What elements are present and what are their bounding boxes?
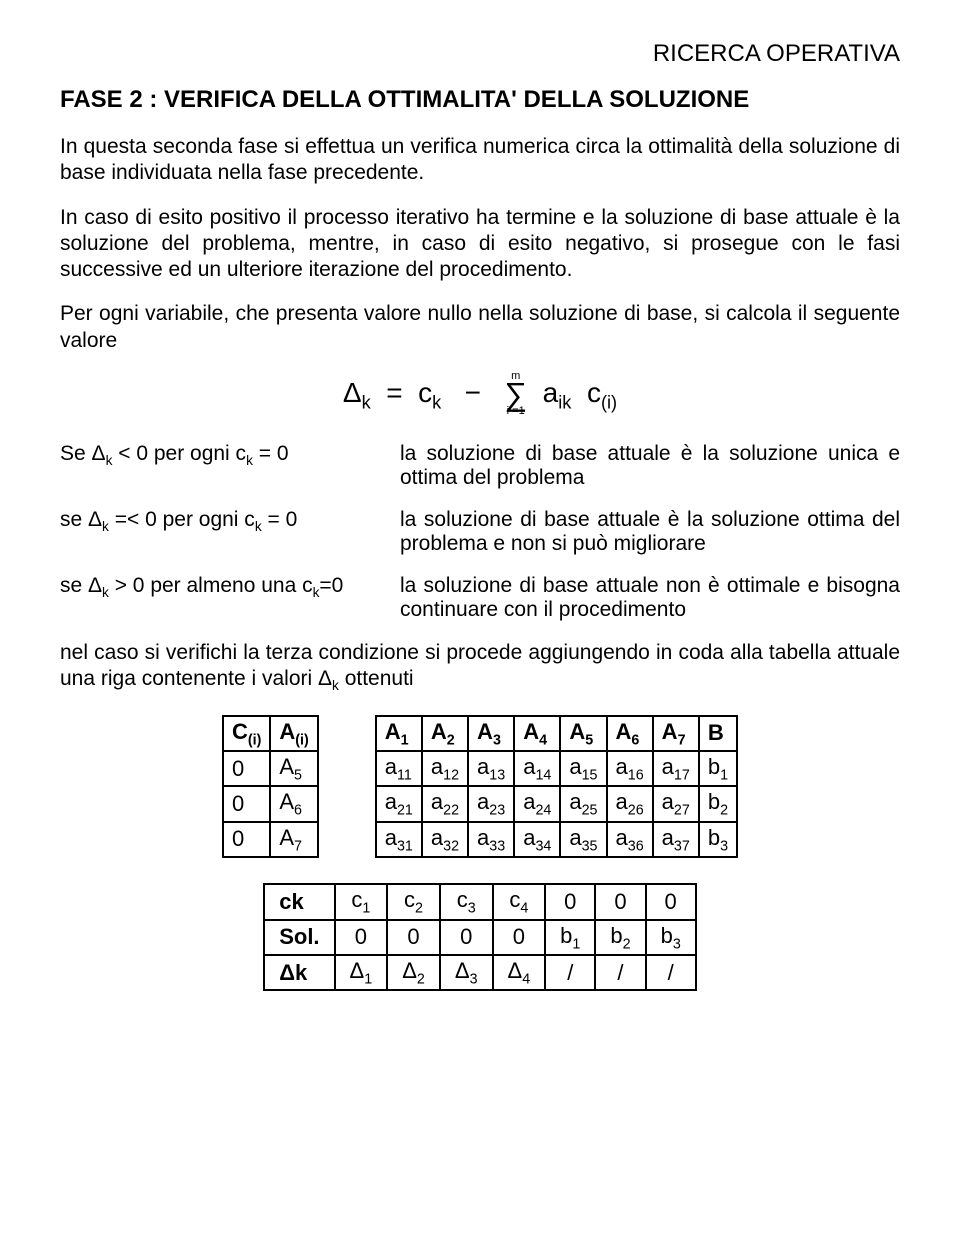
table1-cell: a35 [560, 822, 606, 857]
delta-formula: Δk = ck − m ∑ i =1 aik c(i) [60, 372, 900, 417]
table2-cell: Δk [264, 955, 334, 990]
table2-cell: c2 [387, 884, 440, 919]
table2-cell: c3 [440, 884, 493, 919]
condition-2-left: se Δk =< 0 per ogni ck = 0 [60, 508, 400, 556]
table1-cell: a24 [514, 786, 560, 821]
table1-cell: 0 [223, 751, 270, 786]
condition-2: se Δk =< 0 per ogni ck = 0 la soluzione … [60, 508, 900, 556]
table1-cell: A7 [270, 822, 317, 857]
table2-cell: 0 [387, 920, 440, 955]
tableau-2: ckc1c2c3c4000Sol.0000b1b2b3ΔkΔ1Δ2Δ3Δ4/// [263, 883, 697, 991]
table1-cell: a33 [468, 822, 514, 857]
table1-cell: b2 [699, 786, 737, 821]
formula-ck: ck [418, 377, 441, 408]
table2-cell: c1 [335, 884, 388, 919]
table1-cell: a12 [422, 751, 468, 786]
table1-header: B [699, 716, 737, 751]
table1-cell: a36 [607, 822, 653, 857]
table1-header: A5 [560, 716, 606, 751]
paragraph-1: In questa seconda fase si effettua un ve… [60, 134, 900, 187]
tableau-1: C(i)A(i)A1A2A3A4A5A6A7B0A5a11a12a13a14a1… [222, 715, 738, 859]
table2-cell: 0 [545, 884, 595, 919]
table1-header: A2 [422, 716, 468, 751]
table2-cell: b2 [595, 920, 645, 955]
page-header: RICERCA OPERATIVA [60, 40, 900, 68]
condition-3-left: se Δk > 0 per almeno una ck=0 [60, 574, 400, 622]
table1-cell: a17 [653, 751, 699, 786]
table2-cell: b3 [646, 920, 696, 955]
table2-cell: 0 [595, 884, 645, 919]
table2-cell: b1 [545, 920, 595, 955]
table1-cell: 0 [223, 822, 270, 857]
table2-cell: Sol. [264, 920, 334, 955]
condition-1-left: Se Δk < 0 per ogni ck = 0 [60, 442, 400, 490]
formula-ci: c(i) [587, 377, 617, 408]
table1-header: A6 [607, 716, 653, 751]
section-title: FASE 2 : VERIFICA DELLA OTTIMALITA' DELL… [60, 86, 900, 114]
table1-cell: a15 [560, 751, 606, 786]
condition-2-right: la soluzione di base attuale è la soluzi… [400, 508, 900, 556]
formula-eq: = [386, 377, 402, 408]
table2-cell: 0 [335, 920, 388, 955]
table2-cell: / [545, 955, 595, 990]
condition-1-right: la soluzione di base attuale è la soluzi… [400, 442, 900, 490]
table1-cell: a21 [376, 786, 422, 821]
table2-cell: / [646, 955, 696, 990]
conditions-block: Se Δk < 0 per ogni ck = 0 la soluzione d… [60, 442, 900, 622]
table1-header: A3 [468, 716, 514, 751]
paragraph-2: In caso di esito positivo il processo it… [60, 205, 900, 284]
table1-cell: b3 [699, 822, 737, 857]
table2-cell: / [595, 955, 645, 990]
table1-cell: a34 [514, 822, 560, 857]
formula-sum: m ∑ i =1 [504, 372, 527, 417]
table1-cell: a14 [514, 751, 560, 786]
table1-cell: a31 [376, 822, 422, 857]
table1-header: A(i) [270, 716, 317, 751]
condition-3: se Δk > 0 per almeno una ck=0 la soluzio… [60, 574, 900, 622]
formula-minus: − [465, 377, 481, 408]
table2-cell: Δ1 [335, 955, 388, 990]
table1-cell: a32 [422, 822, 468, 857]
table1-cell: b1 [699, 751, 737, 786]
table1-cell: 0 [223, 786, 270, 821]
table1-cell: a23 [468, 786, 514, 821]
table1-header: A7 [653, 716, 699, 751]
table1-cell: a26 [607, 786, 653, 821]
table1-header: A1 [376, 716, 422, 751]
table2-cell: c4 [493, 884, 546, 919]
table2-cell: Δ3 [440, 955, 493, 990]
formula-lhs: Δk [343, 377, 371, 408]
table1-cell: A5 [270, 751, 317, 786]
table1-cell: a13 [468, 751, 514, 786]
table1-cell: a11 [376, 751, 422, 786]
table1-cell: a22 [422, 786, 468, 821]
condition-3-right: la soluzione di base attuale non è ottim… [400, 574, 900, 622]
formula-aik: aik [543, 377, 572, 408]
table2-cell: ck [264, 884, 334, 919]
paragraph-4: nel caso si verifichi la terza condizion… [60, 640, 900, 695]
table1-cell: a37 [653, 822, 699, 857]
paragraph-3: Per ogni variabile, che presenta valore … [60, 301, 900, 354]
table2-cell: Δ4 [493, 955, 546, 990]
table2-cell: 0 [493, 920, 546, 955]
table1-header: A4 [514, 716, 560, 751]
table2-cell: Δ2 [387, 955, 440, 990]
table2-cell: 0 [440, 920, 493, 955]
table1-cell: a27 [653, 786, 699, 821]
table1-cell: a16 [607, 751, 653, 786]
condition-1: Se Δk < 0 per ogni ck = 0 la soluzione d… [60, 442, 900, 490]
table1-header: C(i) [223, 716, 270, 751]
table1-cell: A6 [270, 786, 317, 821]
table2-cell: 0 [646, 884, 696, 919]
table1-cell: a25 [560, 786, 606, 821]
